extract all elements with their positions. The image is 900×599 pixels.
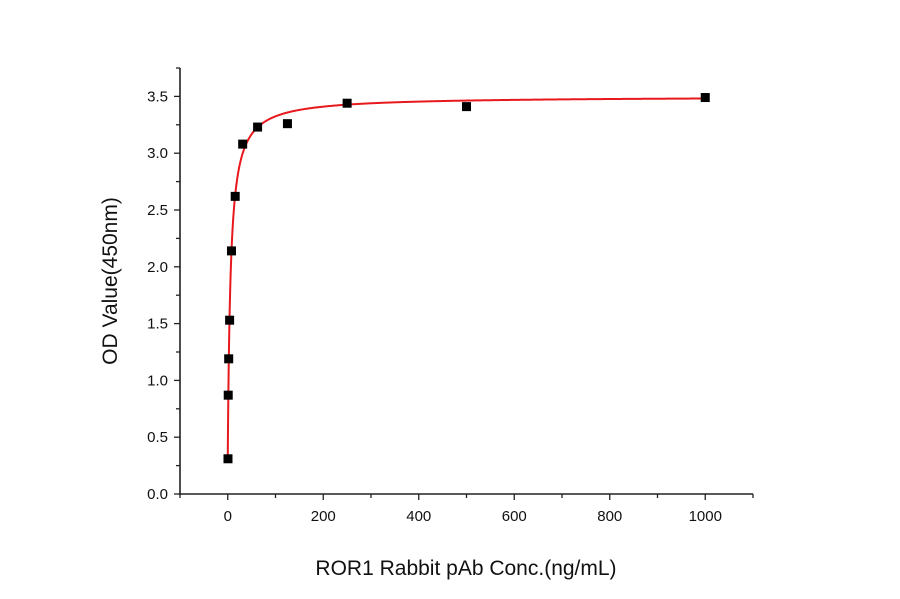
x-tick-label: 200 — [311, 508, 336, 525]
data-point — [282, 119, 292, 129]
data-point — [238, 139, 248, 149]
x-axis-label: ROR1 Rabbit pAb Conc.(ng/mL) — [315, 557, 616, 580]
data-point — [223, 390, 233, 400]
x-tick-label: 400 — [406, 508, 431, 525]
data-point — [230, 191, 240, 201]
x-tick-label: 1000 — [689, 508, 722, 525]
data-point — [253, 122, 263, 132]
data-point — [225, 315, 235, 325]
y-axis-label: OD Value(450nm) — [99, 197, 122, 365]
y-tick-label: 3.0 — [147, 145, 168, 162]
fit-curve-group — [226, 97, 706, 460]
x-tick-label: 800 — [597, 508, 622, 525]
data-point — [700, 93, 710, 103]
data-point — [224, 354, 234, 364]
y-tick-label: 1.5 — [147, 316, 168, 333]
y-tick-label: 2.5 — [147, 202, 168, 219]
fit-curve — [226, 97, 706, 460]
data-point — [226, 246, 236, 256]
y-tick-label: 1.0 — [147, 372, 168, 389]
data-points — [223, 93, 710, 464]
data-point — [462, 102, 471, 112]
axes: 0.0 0.5 1.0 1.5 2.0 2.5 3.0 3.5 0 200 400 600 800 100… — [147, 67, 754, 525]
x-tick-label: 600 — [502, 508, 527, 525]
y-tick-label: 3.5 — [147, 88, 168, 105]
data-point — [223, 454, 233, 464]
y-tick-label: 2.0 — [147, 259, 168, 276]
y-tick-label: 0.5 — [147, 429, 168, 446]
x-tick-label: 0 — [224, 508, 232, 525]
data-point — [342, 98, 352, 108]
y-tick-label: 0.0 — [147, 486, 168, 503]
